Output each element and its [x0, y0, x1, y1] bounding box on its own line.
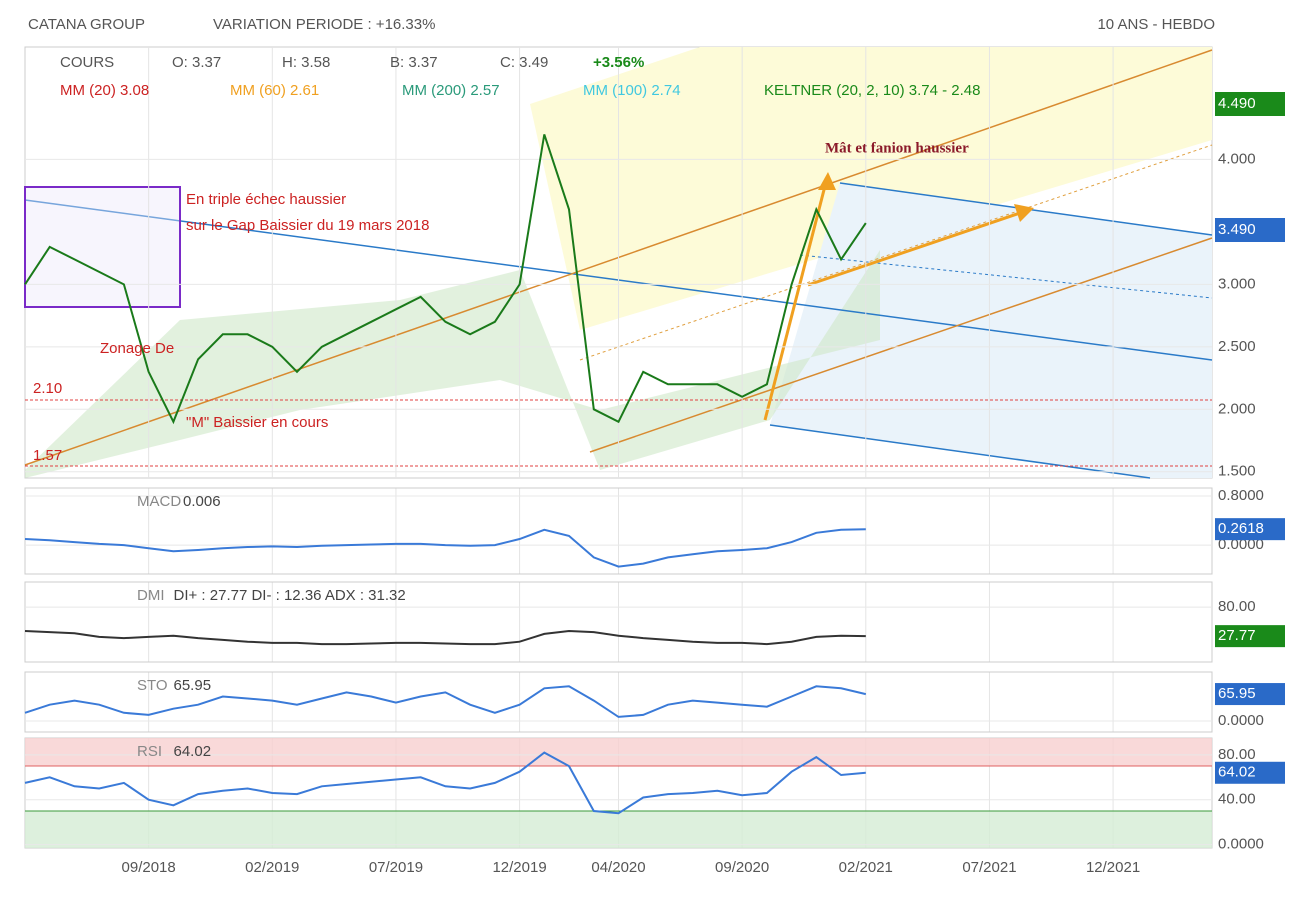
- value-badge: [1215, 218, 1285, 242]
- value-badge-text: 65.95: [1218, 685, 1256, 702]
- y-tick-label: 3.000: [1218, 275, 1256, 292]
- oversold-zone: [25, 810, 1212, 848]
- panel-label: DMI: [137, 587, 165, 604]
- y-tick-label: 4.000: [1218, 150, 1256, 167]
- arrow-head: [818, 172, 836, 190]
- value-badge: [1215, 761, 1285, 784]
- x-tick-label: 07/2019: [369, 859, 423, 876]
- arrow: [763, 181, 828, 421]
- y-tick-label: 0.0000: [1218, 712, 1264, 729]
- keltner-band: [25, 250, 880, 478]
- value-badge-text: 3.490: [1218, 221, 1256, 238]
- header-text: 10 ANS - HEBDO: [1097, 16, 1215, 33]
- value-badge-text: 4.490: [1218, 95, 1256, 112]
- pattern-box: [24, 186, 181, 308]
- value-badge: [1215, 625, 1285, 648]
- x-tick-label: 12/2019: [492, 859, 546, 876]
- series-line: [24, 751, 866, 815]
- header-text: CATANA GROUP: [28, 16, 145, 33]
- y-tick-label: 2.500: [1218, 338, 1256, 355]
- indicator-panel: [24, 671, 1213, 733]
- y-tick-label: 80.00: [1218, 598, 1256, 615]
- annotation: 2.10: [33, 380, 62, 397]
- series-line: [24, 528, 866, 568]
- indicator-panel: [24, 581, 1213, 663]
- value-badge: [1215, 92, 1285, 116]
- value-badge-text: 0.2618: [1218, 520, 1264, 537]
- y-tick-label: 80.00: [1218, 746, 1256, 763]
- value-badge: [1215, 518, 1285, 541]
- panel-label: RSI: [137, 743, 162, 760]
- x-tick-label: 12/2021: [1086, 859, 1140, 876]
- legend-entry: H: 3.58: [282, 54, 330, 71]
- legend-entry: MM (20) 3.08: [60, 82, 149, 99]
- annotation: "M" Baissier en cours: [186, 414, 328, 431]
- legend-entry: KELTNER (20, 2, 10) 3.74 - 2.48: [764, 82, 981, 99]
- legend-entry: C: 3.49: [500, 54, 548, 71]
- x-tick-label: 04/2020: [591, 859, 645, 876]
- panel-reading: 65.95: [174, 677, 212, 694]
- y-tick-label: 0.0000: [1218, 536, 1264, 553]
- panel-reading: DI+ : 27.77 DI- : 12.36 ADX : 31.32: [174, 587, 406, 604]
- arrow: [807, 211, 1021, 287]
- indicator-panel: [24, 487, 1213, 575]
- x-tick-label: 09/2018: [122, 859, 176, 876]
- series-line: [24, 629, 866, 646]
- x-tick-label: 02/2021: [839, 859, 893, 876]
- series-line: [24, 134, 867, 425]
- value-badge: [1215, 683, 1285, 706]
- legend-entry: MM (60) 2.61: [230, 82, 319, 99]
- legend-entry: MM (100) 2.74: [583, 82, 681, 99]
- annotation: 1.57: [33, 447, 62, 464]
- annotation: Zonage De: [100, 340, 174, 357]
- x-tick-label: 07/2021: [962, 859, 1016, 876]
- y-tick-label: 1.500: [1218, 463, 1256, 480]
- y-tick-label: 0.8000: [1218, 487, 1264, 504]
- legend-entry: B: 3.37: [390, 54, 438, 71]
- legend-entry: MM (200) 2.57: [402, 82, 500, 99]
- panel-label: MACD: [137, 493, 181, 510]
- header-text: VARIATION PERIODE : +16.33%: [213, 16, 435, 33]
- overbought-zone: [25, 738, 1212, 767]
- y-tick-label: 0.0000: [1218, 836, 1264, 853]
- annotation: sur le Gap Baissier du 19 mars 2018: [186, 217, 429, 234]
- value-badge-text: 27.77: [1218, 627, 1256, 644]
- series-line: [24, 685, 867, 718]
- x-tick-label: 02/2019: [245, 859, 299, 876]
- legend-entry: COURS: [60, 54, 114, 71]
- annotation: Mât et fanion haussier: [825, 140, 969, 156]
- annotation: En triple échec haussier: [186, 191, 346, 208]
- panel-label: STO: [137, 677, 168, 694]
- legend-entry: O: 3.37: [172, 54, 221, 71]
- y-tick-label: 40.00: [1218, 791, 1256, 808]
- panel-reading: 0.006: [183, 493, 221, 510]
- value-badge-text: 64.02: [1218, 764, 1256, 781]
- y-tick-label: 2.000: [1218, 400, 1256, 417]
- trend-line: [769, 424, 1151, 479]
- legend-entry: +3.56%: [593, 54, 644, 71]
- panel-reading: 64.02: [174, 743, 212, 760]
- arrow-head: [1014, 204, 1034, 222]
- x-tick-label: 09/2020: [715, 859, 769, 876]
- trend-line: [589, 237, 1213, 453]
